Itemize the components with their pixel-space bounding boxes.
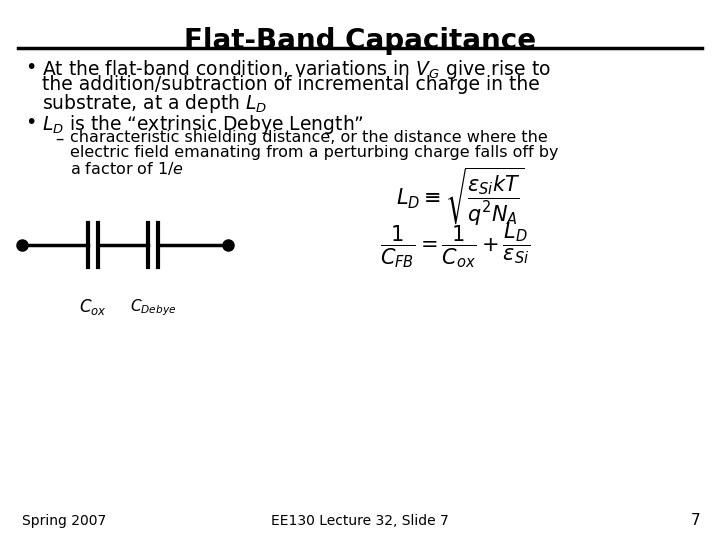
Text: $\dfrac{1}{C_{FB}} = \dfrac{1}{C_{ox}} + \dfrac{L_D}{\varepsilon_{Si}}$: $\dfrac{1}{C_{FB}} = \dfrac{1}{C_{ox}} +…	[380, 220, 530, 270]
Text: Spring 2007: Spring 2007	[22, 514, 107, 528]
Text: substrate, at a depth $L_D$: substrate, at a depth $L_D$	[42, 92, 267, 115]
Text: •: •	[25, 113, 37, 132]
Text: –: –	[55, 130, 63, 148]
Text: characteristic shielding distance, or the distance where the: characteristic shielding distance, or th…	[70, 130, 548, 145]
Text: the addition/subtraction of incremental charge in the: the addition/subtraction of incremental …	[42, 75, 540, 94]
Text: $C_{ox}$: $C_{ox}$	[79, 297, 107, 317]
Text: At the flat-band condition, variations in $V_G$ give rise to: At the flat-band condition, variations i…	[42, 58, 551, 81]
Text: 7: 7	[690, 513, 700, 528]
Text: a factor of 1/$e$: a factor of 1/$e$	[70, 160, 184, 177]
Text: electric field emanating from a perturbing charge falls off by: electric field emanating from a perturbi…	[70, 145, 559, 160]
Text: $C_{Debye}$: $C_{Debye}$	[130, 297, 176, 318]
Text: •: •	[25, 58, 37, 77]
Text: $L_D \equiv \sqrt{\dfrac{\varepsilon_{Si}kT}{q^2 N_A}}$: $L_D \equiv \sqrt{\dfrac{\varepsilon_{Si…	[396, 165, 524, 227]
Text: EE130 Lecture 32, Slide 7: EE130 Lecture 32, Slide 7	[271, 514, 449, 528]
Text: Flat-Band Capacitance: Flat-Band Capacitance	[184, 27, 536, 55]
Text: $L_D$ is the “extrinsic Debye Length”: $L_D$ is the “extrinsic Debye Length”	[42, 113, 364, 136]
